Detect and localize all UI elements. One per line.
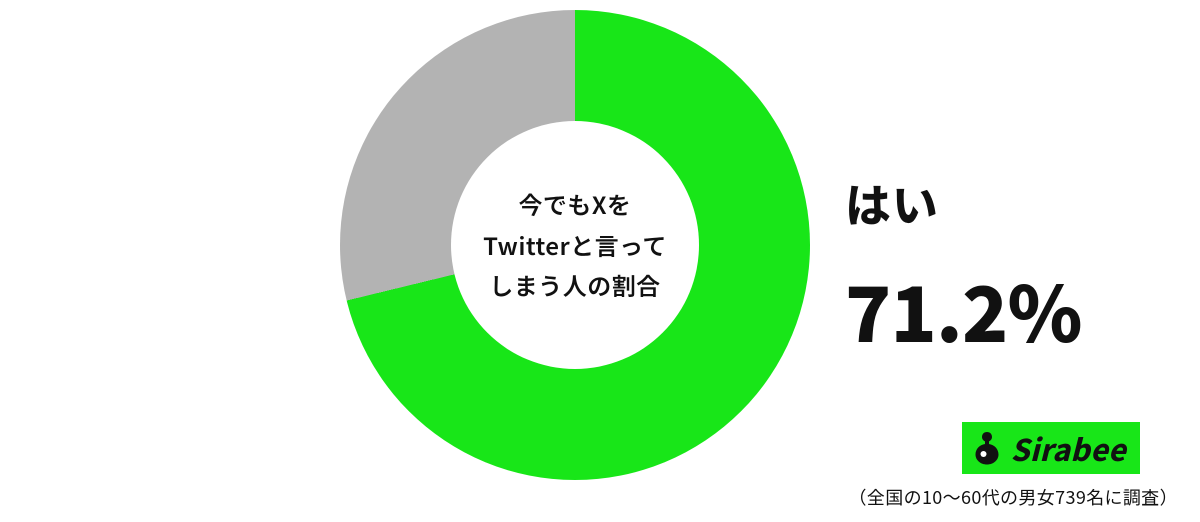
chart-center-text: 今でもXを Twitterと言って しまう人の割合: [483, 184, 667, 306]
brand-name: Sirabee: [1010, 426, 1126, 470]
donut-hole: 今でもXを Twitterと言って しまう人の割合: [451, 121, 699, 369]
donut-chart: 今でもXを Twitterと言って しまう人の割合: [340, 10, 810, 480]
result-value: 71.2%: [845, 254, 1185, 364]
center-line-3: しまう人の割合: [489, 267, 660, 302]
center-line-1: 今でもXを: [518, 186, 631, 221]
brand-logo-icon: [972, 430, 1002, 466]
result-label: はい: [845, 170, 1185, 236]
result-block: はい 71.2%: [845, 170, 1185, 364]
brand-badge: Sirabee: [962, 422, 1140, 474]
center-line-2: Twitterと言って: [483, 227, 667, 262]
survey-footnote: （全国の10〜60代の男女739名に調査）: [849, 484, 1179, 510]
